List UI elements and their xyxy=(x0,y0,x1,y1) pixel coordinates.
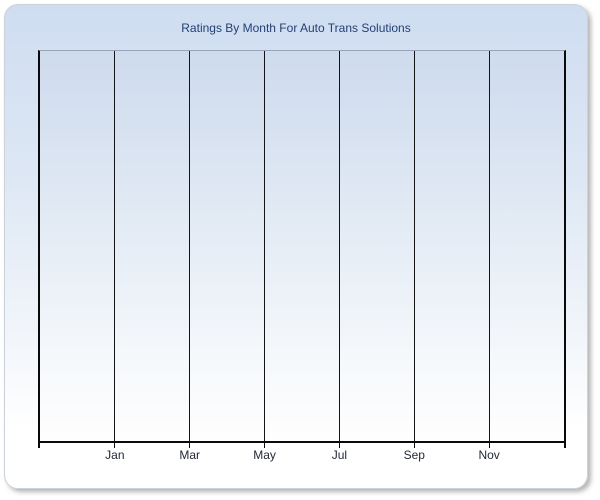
x-axis-label: Sep xyxy=(403,448,425,462)
x-axis-tick xyxy=(413,443,415,448)
chart-title: Ratings By Month For Auto Trans Solution… xyxy=(181,21,411,35)
x-axis-tick xyxy=(338,443,340,448)
x-axis-label: Jan xyxy=(105,448,125,462)
vertical-gridline xyxy=(338,51,340,441)
vertical-gridline xyxy=(264,51,266,441)
x-axis-label: Mar xyxy=(179,448,201,462)
x-axis-tick xyxy=(488,443,490,448)
x-axis-label: May xyxy=(253,448,276,462)
chart-panel: Ratings By Month For Auto Trans Solution… xyxy=(4,4,588,489)
x-axis-label: Nov xyxy=(478,448,500,462)
vertical-gridline xyxy=(189,51,191,441)
x-axis-edge-tick-left xyxy=(38,443,40,448)
x-axis-tick xyxy=(114,443,116,448)
plot-area: Jan Mar May Jul Sep Nov xyxy=(38,50,566,462)
x-axis-tick xyxy=(189,443,191,448)
x-axis-tick xyxy=(264,443,266,448)
vertical-gridline xyxy=(114,51,116,441)
vertical-gridline xyxy=(488,51,490,441)
x-axis-label: Jul xyxy=(331,448,348,462)
vertical-gridline xyxy=(413,51,415,441)
x-axis-edge-tick-right xyxy=(564,443,566,448)
